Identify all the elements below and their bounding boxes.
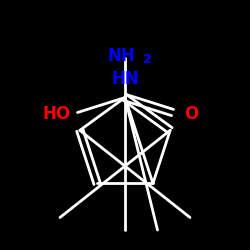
Text: 2: 2 (143, 53, 152, 66)
Text: HO: HO (42, 105, 70, 123)
Text: HN: HN (111, 70, 139, 88)
Text: NH: NH (108, 47, 136, 65)
Text: O: O (184, 105, 198, 123)
